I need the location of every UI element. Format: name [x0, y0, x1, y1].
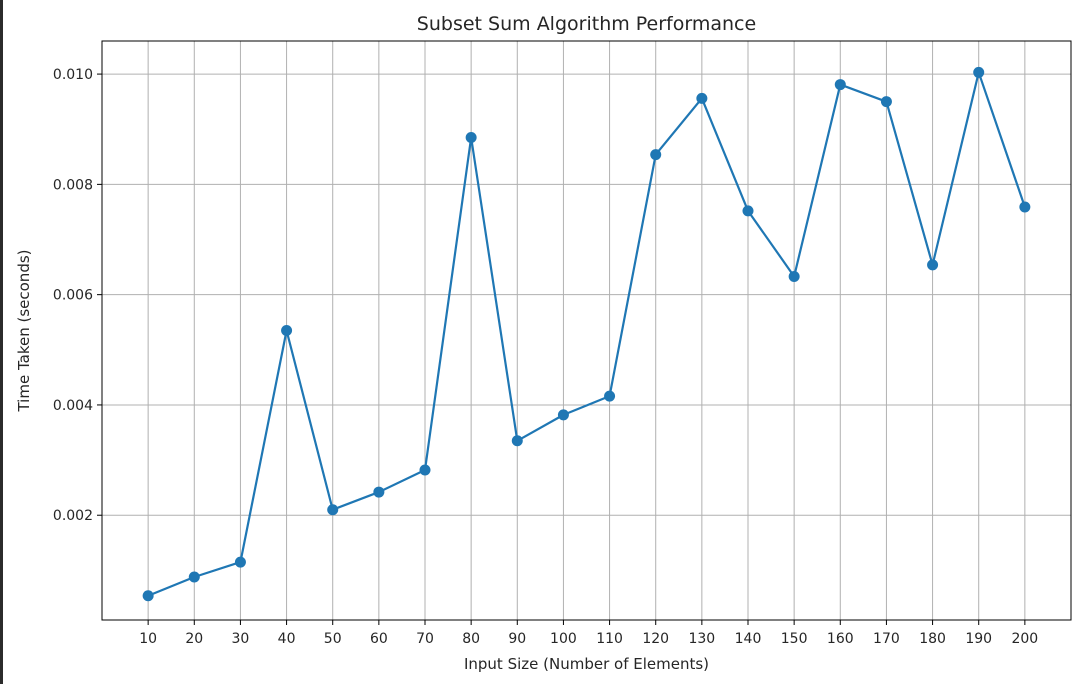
- data-point: [742, 205, 754, 217]
- plot-frame: [101, 40, 1072, 621]
- line-chart: Subset Sum Algorithm Performance 10 20 30 4…: [15, 13, 1072, 673]
- series-line: [147, 71, 1026, 597]
- x-tick-label: 190: [965, 631, 992, 647]
- data-point: [834, 79, 846, 91]
- x-tick-label: 20: [185, 631, 203, 647]
- data-point: [373, 486, 385, 498]
- x-tick-label: 90: [508, 631, 526, 647]
- x-tick-label: 180: [919, 631, 946, 647]
- data-point: [465, 132, 477, 143]
- y-tick-label: 0.006: [53, 288, 93, 304]
- x-tick-label: 150: [781, 631, 808, 647]
- series-group: [142, 66, 1031, 602]
- x-tick-label: 140: [735, 631, 762, 647]
- data-point: [788, 270, 800, 282]
- data-point: [234, 556, 246, 568]
- x-tick-label: 70: [416, 631, 434, 647]
- axes: 10 20 30 40 50 60 70 80 90 100 110 120 130 140 150 160 1…: [53, 40, 1072, 647]
- data-point: [650, 149, 662, 161]
- y-tick-label: 0.010: [53, 67, 93, 83]
- x-tick-label: 170: [873, 631, 900, 647]
- data-point: [419, 464, 431, 476]
- data-point: [511, 435, 523, 447]
- chart-figure: Subset Sum Algorithm Performance 10 20 30 4…: [3, 0, 1080, 684]
- x-tick-label: 100: [550, 631, 577, 647]
- data-point: [973, 66, 985, 78]
- chart-title: Subset Sum Algorithm Performance: [417, 13, 756, 35]
- x-tick-label: 60: [370, 631, 388, 647]
- data-point: [188, 571, 200, 583]
- y-tick-label: 0.004: [53, 398, 93, 414]
- data-point: [281, 325, 293, 336]
- data-point: [880, 96, 892, 108]
- data-point: [142, 590, 154, 602]
- data-point: [927, 259, 939, 271]
- x-tick-label: 10: [139, 631, 157, 647]
- grid: [102, 41, 1071, 620]
- data-point: [557, 409, 569, 421]
- x-tick-label: 200: [1011, 631, 1038, 647]
- data-point: [327, 504, 339, 516]
- x-tick-label: 50: [324, 631, 342, 647]
- y-axis-title: Time Taken (seconds): [15, 249, 33, 412]
- y-tick-label: 0.008: [53, 177, 93, 193]
- x-tick-label: 80: [462, 631, 480, 647]
- x-tick-label: 120: [642, 631, 669, 647]
- x-tick-label: 30: [232, 631, 250, 647]
- y-tick-label: 0.002: [53, 508, 93, 524]
- data-point: [1019, 201, 1031, 213]
- x-tick-label: 110: [596, 631, 623, 647]
- data-point: [696, 92, 708, 104]
- x-tick-label: 160: [827, 631, 854, 647]
- x-tick-label: 40: [278, 631, 296, 647]
- x-axis-title: Input Size (Number of Elements): [464, 655, 709, 673]
- data-point: [604, 390, 616, 402]
- x-tick-label: 130: [688, 631, 715, 647]
